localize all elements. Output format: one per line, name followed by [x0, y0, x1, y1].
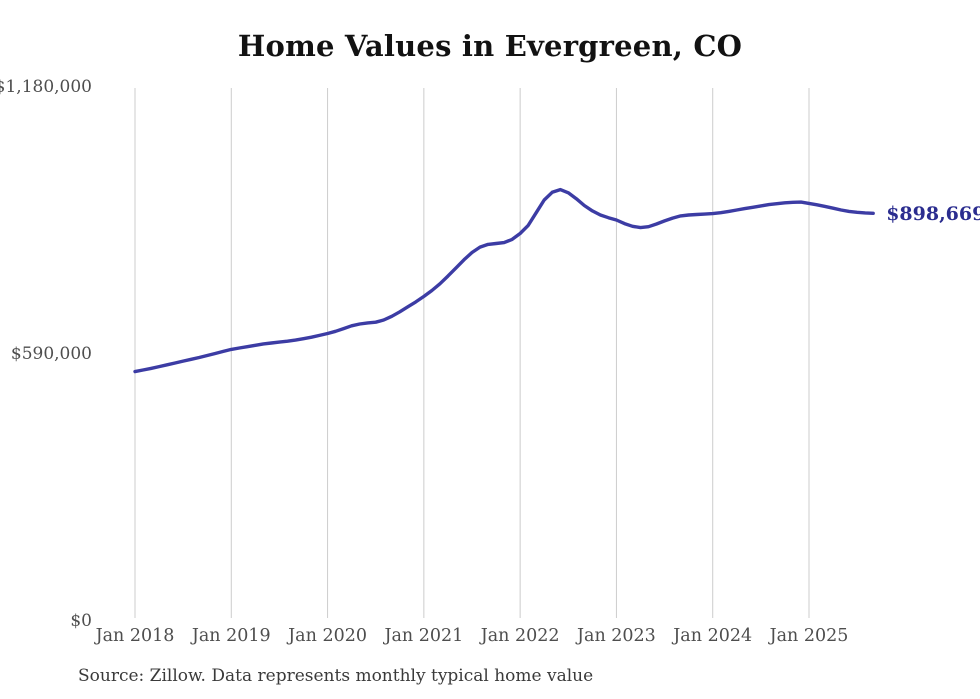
x-axis-tick-label: Jan 2024 — [671, 626, 752, 646]
x-axis-tick-label: Jan 2020 — [286, 626, 367, 646]
chart-title: Home Values in Evergreen, CO — [237, 29, 743, 63]
x-axis-tick-label: Jan 2022 — [479, 626, 560, 646]
x-axis-tick-label: Jan 2025 — [768, 626, 849, 646]
source-note: Source: Zillow. Data represents monthly … — [78, 666, 594, 686]
y-axis-tick-label: $0 — [70, 611, 92, 631]
x-axis-tick-label: Jan 2023 — [575, 626, 656, 646]
y-axis-tick-label: $1,180,000 — [0, 77, 92, 97]
y-axis-tick-label: $590,000 — [11, 344, 92, 364]
x-axis-tick-label: Jan 2018 — [94, 626, 175, 646]
current-value-label: $898,669 — [886, 203, 980, 226]
home-value-line-series — [133, 187, 875, 374]
x-axis-tick-label: Jan 2021 — [382, 626, 463, 646]
x-axis-tick-label: Jan 2019 — [190, 626, 271, 646]
